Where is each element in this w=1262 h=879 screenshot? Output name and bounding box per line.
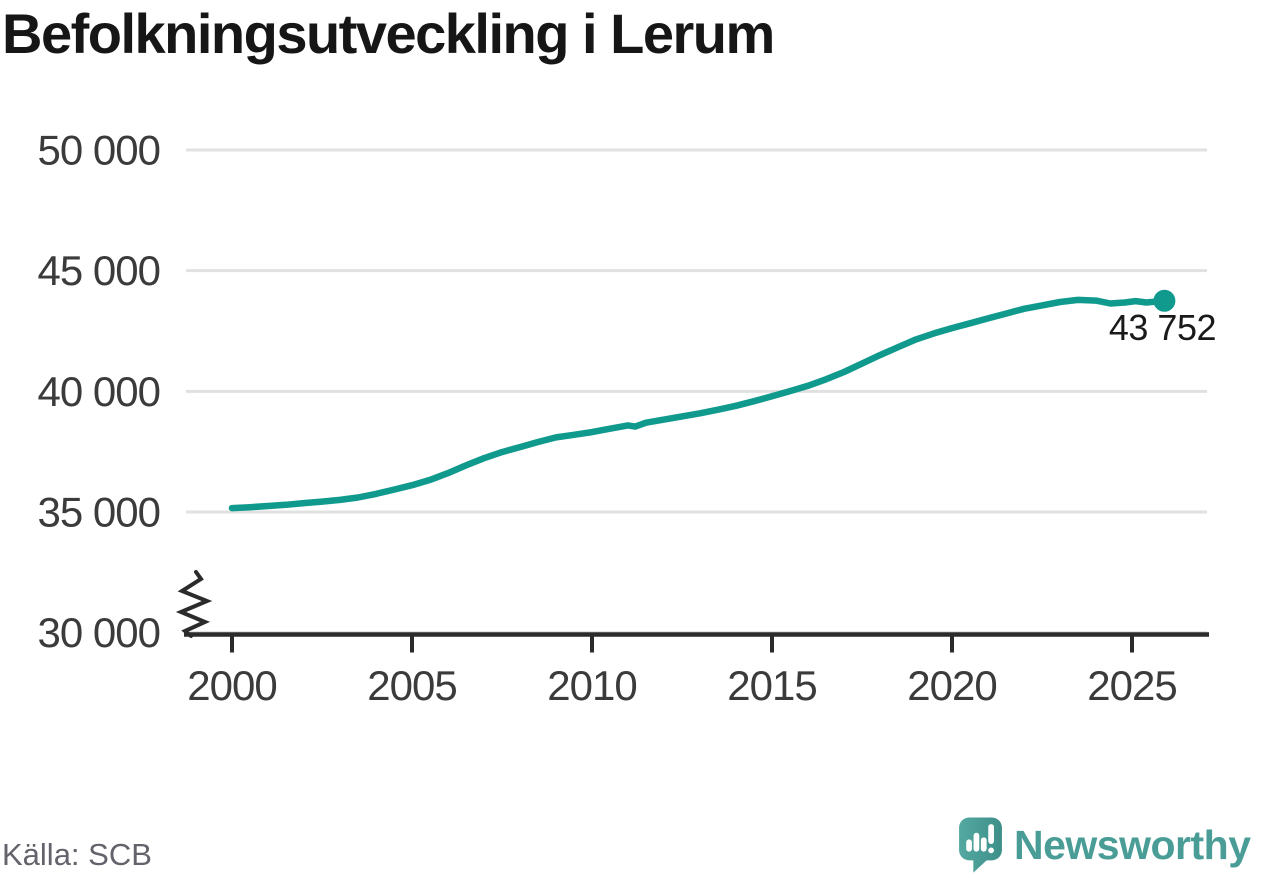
- y-axis-break-icon: [175, 570, 213, 638]
- chart-title: Befolkningsutveckling i Lerum: [2, 2, 775, 65]
- newsworthy-wordmark: Newsworthy: [1014, 822, 1251, 868]
- y-tick-label: 45 000: [38, 247, 160, 294]
- y-tick-label: 35 000: [38, 489, 160, 536]
- x-tick-label: 2005: [367, 662, 456, 709]
- y-tick-label: 50 000: [38, 126, 160, 173]
- y-tick-label: 40 000: [38, 368, 160, 415]
- x-tick-label: 2025: [1087, 662, 1176, 709]
- x-tick-label: 2015: [727, 662, 816, 709]
- latest-point-dot: [1153, 289, 1176, 312]
- x-tick-label: 2000: [187, 662, 276, 709]
- latest-value-label: 43 752: [1108, 307, 1217, 348]
- y-tick-label: 30 000: [38, 609, 160, 656]
- source-note: Källa: SCB: [2, 837, 152, 872]
- newsworthy-logo-link[interactable]: Newsworthy: [956, 815, 1251, 879]
- x-tick-label: 2020: [907, 662, 996, 709]
- x-tick-label: 2010: [547, 662, 636, 709]
- newsworthy-speech-bubble-bar-chart-icon: [956, 815, 1005, 875]
- population-series-line: [228, 296, 1168, 512]
